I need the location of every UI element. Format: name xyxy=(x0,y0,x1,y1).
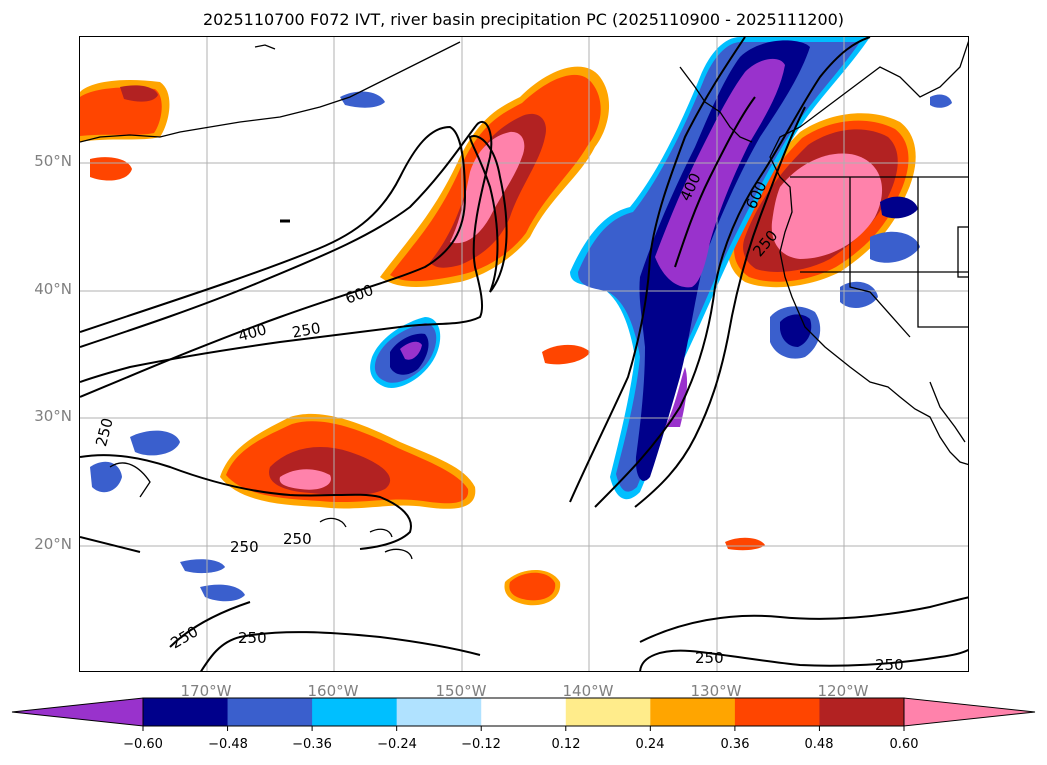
colorbar-tick-label: 0.12 xyxy=(551,737,581,752)
baja-california-coastline xyxy=(929,381,966,443)
colorbar-segment xyxy=(819,698,905,726)
state-border-east xyxy=(917,177,968,328)
ivt-contour-400-band xyxy=(674,96,756,268)
colorbar-tick-label: −0.24 xyxy=(377,737,417,752)
contour-label: 250 xyxy=(92,416,117,448)
map-panel: 600 400 250 250 400 600 250 250 250 250 … xyxy=(79,36,969,672)
colorbar-ticks xyxy=(142,726,905,731)
ivt-contour-400-west xyxy=(80,125,467,398)
colorbar-segment xyxy=(565,698,651,726)
colorbar-tick-label: 0.48 xyxy=(804,737,834,752)
island-fragment xyxy=(254,44,276,50)
colorbar-tick-label: −0.36 xyxy=(292,737,332,752)
map-canvas: 600 400 250 250 400 600 250 250 250 250 … xyxy=(80,37,968,672)
colorbar-tick-label: 0.60 xyxy=(889,737,919,752)
contour-label: 250 xyxy=(875,656,904,672)
ivt-contour-250-west xyxy=(80,120,493,383)
colorbar-extend-low xyxy=(11,697,144,727)
colorbar-segment xyxy=(481,698,567,726)
lat-label-20n: 20°N xyxy=(34,535,72,553)
hawaii-outline-3 xyxy=(369,528,393,538)
lon-label-130w: 130°W xyxy=(690,682,742,700)
north-america-coastline xyxy=(769,40,968,466)
contour-label: 400 xyxy=(236,320,268,345)
hawaii-outline-4 xyxy=(384,548,413,560)
ivt-contour-250-band-e xyxy=(594,37,871,508)
positive-anomaly-region-east xyxy=(728,113,916,288)
colorbar-segment xyxy=(312,698,398,726)
contour-label: 250 xyxy=(291,319,322,342)
coastlines xyxy=(80,40,968,560)
colorbar-segment xyxy=(227,698,313,726)
colorbar-segment xyxy=(734,698,820,726)
contour-label: 250 xyxy=(283,530,312,548)
ivt-contour-600-west xyxy=(468,135,508,293)
ivt-contour-250-south xyxy=(169,601,251,648)
colorbar-segments xyxy=(143,698,905,726)
alaska-panhandle-coastline xyxy=(679,66,753,143)
colorbar-tick-label: −0.12 xyxy=(461,737,501,752)
positive-anomaly-region-central-north xyxy=(380,66,610,287)
lat-label-50n: 50°N xyxy=(34,152,72,170)
basin-box xyxy=(957,226,968,278)
page-title: 2025110700 F072 IVT, river basin precipi… xyxy=(202,10,845,29)
lon-label-150w: 150°W xyxy=(435,682,487,700)
ivt-contour-250-south2 xyxy=(200,631,481,671)
ivt-contour-250-subtropic xyxy=(80,454,412,550)
colorbar-tick-label: −0.48 xyxy=(208,737,248,752)
hawaii-outline-2 xyxy=(319,517,347,528)
contour-label: 600 xyxy=(343,281,376,308)
lat-label-30n: 30°N xyxy=(34,407,72,425)
ivt-contour-250-band-w xyxy=(569,37,746,503)
contour-label: 250 xyxy=(695,649,724,667)
ivt-contour-600-band xyxy=(634,106,806,508)
contour-label: 250 xyxy=(238,629,267,647)
state-border-west xyxy=(849,177,911,338)
lon-label-170w: 170°W xyxy=(180,682,232,700)
graticule xyxy=(80,37,968,671)
lon-label-140w: 140°W xyxy=(562,682,614,700)
colorbar-segment xyxy=(396,698,482,726)
ivt-contour-250-se2 xyxy=(639,648,968,671)
contour-label: 250 xyxy=(230,538,259,556)
contour-labels: 600 400 250 250 400 600 250 250 250 250 … xyxy=(92,170,904,672)
colorbar-segment xyxy=(143,698,229,726)
colorbar-segment xyxy=(650,698,736,726)
colorbar xyxy=(11,697,1036,731)
colorbar-tick-label: 0.24 xyxy=(635,737,665,752)
aleutian-islands-coastline xyxy=(80,41,461,143)
precip-pc-shading xyxy=(80,37,952,606)
colorbar-outline xyxy=(142,697,905,727)
colorbar-extend-high xyxy=(903,697,1036,727)
ivt-contour-250-se1 xyxy=(639,596,968,643)
colorbar-tick-label: 0.36 xyxy=(720,737,750,752)
lon-label-120w: 120°W xyxy=(817,682,869,700)
colorbar-tick-label: −0.60 xyxy=(123,737,163,752)
positive-anomaly-region-subtropical xyxy=(220,413,476,509)
hawaii-outline-1 xyxy=(109,462,151,498)
ivt-contours xyxy=(80,37,968,671)
lat-label-40n: 40°N xyxy=(34,280,72,298)
lon-label-160w: 160°W xyxy=(307,682,359,700)
ivt-contour-250-sw xyxy=(80,536,141,553)
